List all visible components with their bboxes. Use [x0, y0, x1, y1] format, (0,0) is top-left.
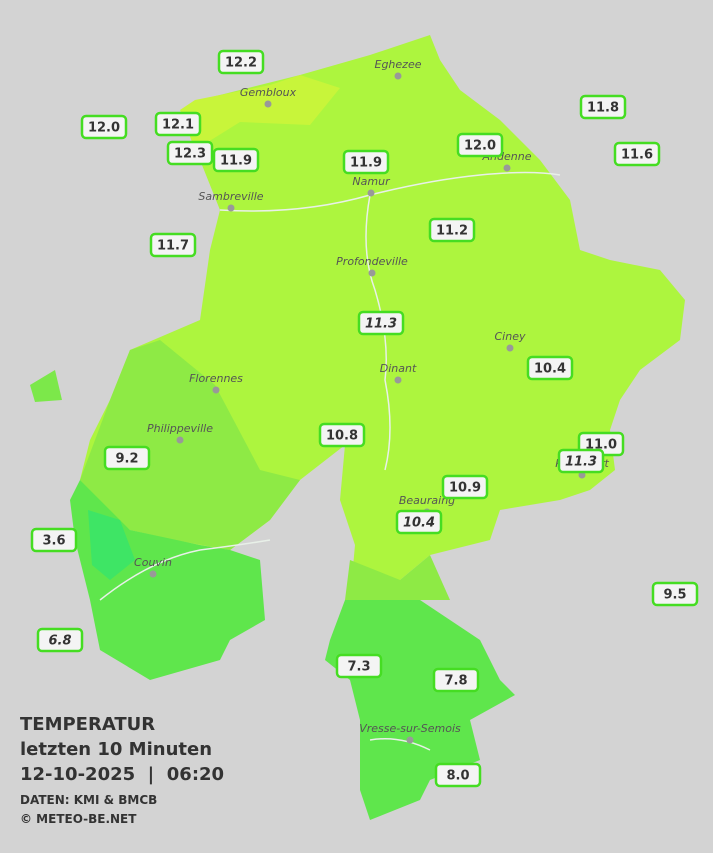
region-blob [30, 370, 62, 402]
legend-date: 12-10-2025 | 06:20 [20, 764, 224, 785]
reading-box [80, 114, 128, 140]
place-name: Philippeville [147, 422, 213, 435]
place-name: Couvin [134, 556, 172, 569]
reading: 11.9 [220, 154, 252, 169]
legend-title: TEMPERATUR [20, 714, 155, 735]
reading: 9.2 [115, 452, 138, 467]
reading-box [154, 111, 202, 137]
reading: 3.6 [42, 534, 65, 549]
legend-period: letzten 10 Minuten [20, 739, 212, 760]
reading: 7.8 [444, 674, 467, 689]
region-west [80, 340, 300, 550]
reading: 11.2 [436, 224, 468, 239]
reading-box [103, 445, 151, 471]
reading: 10.4 [534, 362, 566, 377]
reading-box [357, 310, 405, 336]
reading: 10.8 [326, 429, 358, 444]
place-dot [149, 570, 157, 578]
reading: 12.2 [225, 56, 257, 71]
reading-box [557, 448, 605, 474]
place-name: Vresse-sur-Semois [359, 722, 461, 735]
reading: 11.3 [565, 455, 597, 470]
place-name: Beauraing [399, 494, 455, 507]
reading-box [342, 149, 390, 175]
reading-box [149, 232, 197, 258]
place-name: Dinant [380, 362, 417, 375]
region-couvin [88, 510, 135, 580]
place-dot [506, 344, 514, 352]
reading: 8.0 [446, 769, 469, 784]
reading: 11.3 [365, 317, 397, 332]
place-dot [212, 386, 220, 394]
place-dot [406, 736, 414, 744]
reading-box [428, 217, 476, 243]
place-dot [264, 100, 272, 108]
reading: 11.9 [350, 156, 382, 171]
reading: 12.0 [464, 139, 496, 154]
reading: 6.8 [48, 634, 71, 649]
reading: 11.8 [587, 101, 619, 116]
place-name: Eghezee [375, 58, 422, 71]
place-dot [368, 269, 376, 277]
reading-box [456, 132, 504, 158]
river [99, 171, 561, 751]
reading-box [30, 527, 78, 553]
reading: 12.3 [174, 147, 206, 162]
place-dot [503, 164, 511, 172]
reading-box [434, 762, 482, 788]
reading-box [212, 147, 260, 173]
reading-box [432, 667, 480, 693]
reading: 10.9 [449, 481, 481, 496]
place-name: Florennes [189, 372, 243, 385]
reading-box [441, 474, 489, 500]
place-dot [367, 189, 375, 197]
reading: 11.7 [157, 239, 189, 254]
reading-box [166, 140, 214, 166]
legend-copyright: © METEO-BE.NET [20, 812, 137, 826]
region-top [180, 75, 340, 150]
reading-box [613, 141, 661, 167]
reading-box [217, 49, 265, 75]
reading-box [651, 581, 699, 607]
reading: 11.6 [621, 148, 653, 163]
place-name: Sambreville [198, 190, 263, 203]
reading-box [579, 94, 627, 120]
place-dot [394, 72, 402, 80]
reading: 12.0 [88, 121, 120, 136]
reading: 10.4 [403, 516, 435, 531]
reading-box [318, 422, 366, 448]
place-dot [394, 376, 402, 384]
reading: 9.5 [663, 588, 686, 603]
place-dot [176, 436, 184, 444]
legend-source: DATEN: KMI & BMCB [20, 793, 157, 807]
reading-box [335, 653, 383, 679]
place-name: Profondeville [336, 255, 408, 268]
place-name: Gembloux [240, 86, 297, 99]
place-name: Namur [352, 175, 391, 188]
reading-box [36, 627, 84, 653]
reading: 12.1 [162, 118, 194, 133]
place-name: Ciney [495, 330, 526, 343]
reading-box [526, 355, 574, 381]
reading: 7.3 [347, 660, 370, 675]
place-dot [227, 204, 235, 212]
reading-box [395, 509, 443, 535]
region-mid-south [345, 555, 450, 600]
